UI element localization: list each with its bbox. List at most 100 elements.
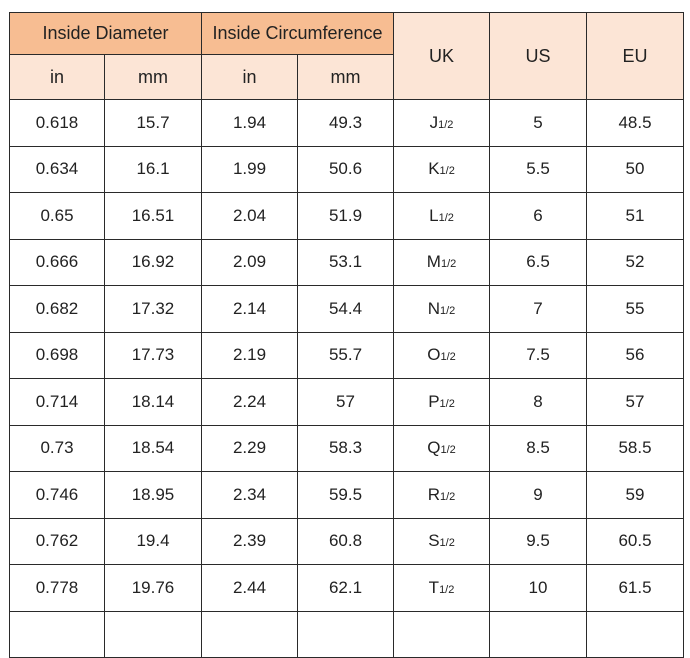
cell-eu: 52 — [586, 238, 685, 286]
cell-circumference-mm: 49.3 — [296, 99, 395, 147]
uk-letter: Q — [427, 438, 441, 458]
cell-diameter-in: 0.73 — [9, 424, 105, 472]
cell-diameter-mm: 17.73 — [104, 331, 202, 379]
uk-letter: J — [429, 112, 439, 132]
uk-letter: L — [429, 205, 439, 225]
cell-us: 10 — [489, 564, 588, 612]
uk-half-suffix: 1/2 — [439, 165, 455, 178]
header-group-row: Inside Diameter Inside Circumference UK … — [9, 12, 685, 100]
header-diameter-in: in — [9, 54, 105, 100]
cell-diameter-in: 0.746 — [9, 471, 105, 519]
cell-eu: 51 — [586, 192, 685, 240]
cell-diameter-in: 0.778 — [9, 564, 105, 612]
uk-half-suffix: 1/2 — [440, 258, 457, 271]
cell-us: 5.5 — [489, 145, 588, 193]
cell-uk: M1/2 — [393, 238, 491, 286]
cell-circumference-mm: 59.5 — [296, 471, 395, 519]
cell-circumference-in: 2.34 — [201, 471, 298, 519]
cutoff-cell — [9, 610, 105, 658]
uk-half-suffix: 1/2 — [438, 211, 454, 224]
cell-circumference-mm: 57 — [296, 378, 395, 426]
uk-letter: N — [427, 298, 440, 318]
uk-letter: S — [428, 531, 440, 551]
cell-circumference-in: 1.94 — [201, 99, 298, 147]
ring-size-chart: Inside Diameter Inside Circumference UK … — [9, 12, 685, 658]
cell-circumference-mm: 53.1 — [296, 238, 395, 286]
cell-us: 9.5 — [489, 517, 588, 565]
uk-letter: M — [426, 252, 441, 272]
cutoff-cell — [586, 610, 685, 658]
cell-eu: 50 — [586, 145, 685, 193]
header-circumference-mm: mm — [296, 54, 395, 100]
uk-half-suffix: 1/2 — [439, 537, 455, 550]
cell-circumference-mm: 50.6 — [296, 145, 395, 193]
cutoff-cell — [201, 610, 298, 658]
cell-circumference-mm: 51.9 — [296, 192, 395, 240]
header-unit-row: in mm in mm — [9, 54, 684, 100]
cutoff-cell — [489, 610, 588, 658]
cell-diameter-in: 0.618 — [9, 99, 105, 147]
cell-diameter-in: 0.762 — [9, 517, 105, 565]
cell-diameter-mm: 19.76 — [104, 564, 202, 612]
uk-half-suffix: 1/2 — [440, 490, 456, 503]
cell-diameter-in: 0.666 — [9, 238, 105, 286]
cell-eu: 59 — [586, 471, 685, 519]
cell-us: 8.5 — [489, 424, 588, 472]
cell-diameter-in: 0.714 — [9, 378, 105, 426]
cell-diameter-mm: 18.14 — [104, 378, 202, 426]
cell-us: 5 — [489, 99, 588, 147]
header-uk: UK — [393, 12, 491, 100]
table-row: 0.698 17.73 2.19 55.7 O1/2 7.5 56 — [9, 331, 685, 379]
table-row: 0.618 15.7 1.94 49.3 J1/2 5 48.5 — [9, 99, 685, 147]
table-row: 0.746 18.95 2.34 59.5 R1/2 9 59 — [9, 471, 685, 519]
cell-circumference-mm: 54.4 — [296, 285, 395, 333]
cell-circumference-in: 2.44 — [201, 564, 298, 612]
cell-uk: J1/2 — [393, 99, 491, 147]
cell-uk: L1/2 — [393, 192, 491, 240]
uk-half-suffix: 1/2 — [438, 118, 454, 131]
cell-uk: P1/2 — [393, 378, 491, 426]
cell-uk: O1/2 — [393, 331, 491, 379]
cutoff-cell — [296, 610, 395, 658]
cell-diameter-mm: 16.51 — [104, 192, 202, 240]
cell-circumference-mm: 55.7 — [296, 331, 395, 379]
header-circumference-in: in — [201, 54, 298, 100]
cell-diameter-mm: 19.4 — [104, 517, 202, 565]
cell-diameter-mm: 18.54 — [104, 424, 202, 472]
uk-half-suffix: 1/2 — [440, 351, 456, 364]
cell-us: 6.5 — [489, 238, 588, 286]
cell-us: 7 — [489, 285, 588, 333]
cell-diameter-in: 0.698 — [9, 331, 105, 379]
table-body: 0.618 15.7 1.94 49.3 J1/2 5 48.5 0.634 16.1 1.99 5… — [9, 99, 685, 658]
uk-letter: R — [427, 484, 440, 504]
cell-circumference-mm: 60.8 — [296, 517, 395, 565]
uk-letter: K — [428, 159, 440, 179]
cell-circumference-in: 2.19 — [201, 331, 298, 379]
cell-circumference-mm: 62.1 — [296, 564, 395, 612]
uk-half-suffix: 1/2 — [439, 583, 455, 596]
cell-us: 8 — [489, 378, 588, 426]
header-inside-diameter: Inside Diameter — [9, 12, 202, 55]
table-row-cutoff — [9, 610, 685, 658]
cell-circumference-in: 2.04 — [201, 192, 298, 240]
cell-circumference-in: 2.29 — [201, 424, 298, 472]
table-row: 0.682 17.32 2.14 54.4 N1/2 7 55 — [9, 285, 685, 333]
cell-circumference-in: 2.09 — [201, 238, 298, 286]
cell-circumference-in: 2.39 — [201, 517, 298, 565]
cell-uk: K1/2 — [393, 145, 491, 193]
cell-uk: S1/2 — [393, 517, 491, 565]
uk-half-suffix: 1/2 — [440, 304, 456, 317]
cell-eu: 61.5 — [586, 564, 685, 612]
uk-half-suffix: 1/2 — [439, 397, 455, 410]
cell-eu: 48.5 — [586, 99, 685, 147]
table-row: 0.666 16.92 2.09 53.1 M1/2 6.5 52 — [9, 238, 685, 286]
cell-eu: 60.5 — [586, 517, 685, 565]
cell-diameter-mm: 18.95 — [104, 471, 202, 519]
table-row: 0.634 16.1 1.99 50.6 K1/2 5.5 50 — [9, 145, 685, 193]
cell-diameter-mm: 15.7 — [104, 99, 202, 147]
table-row: 0.714 18.14 2.24 57 P1/2 8 57 — [9, 378, 685, 426]
uk-letter: O — [427, 345, 441, 365]
cell-uk: N1/2 — [393, 285, 491, 333]
cutoff-cell — [393, 610, 491, 658]
cell-uk: R1/2 — [393, 471, 491, 519]
